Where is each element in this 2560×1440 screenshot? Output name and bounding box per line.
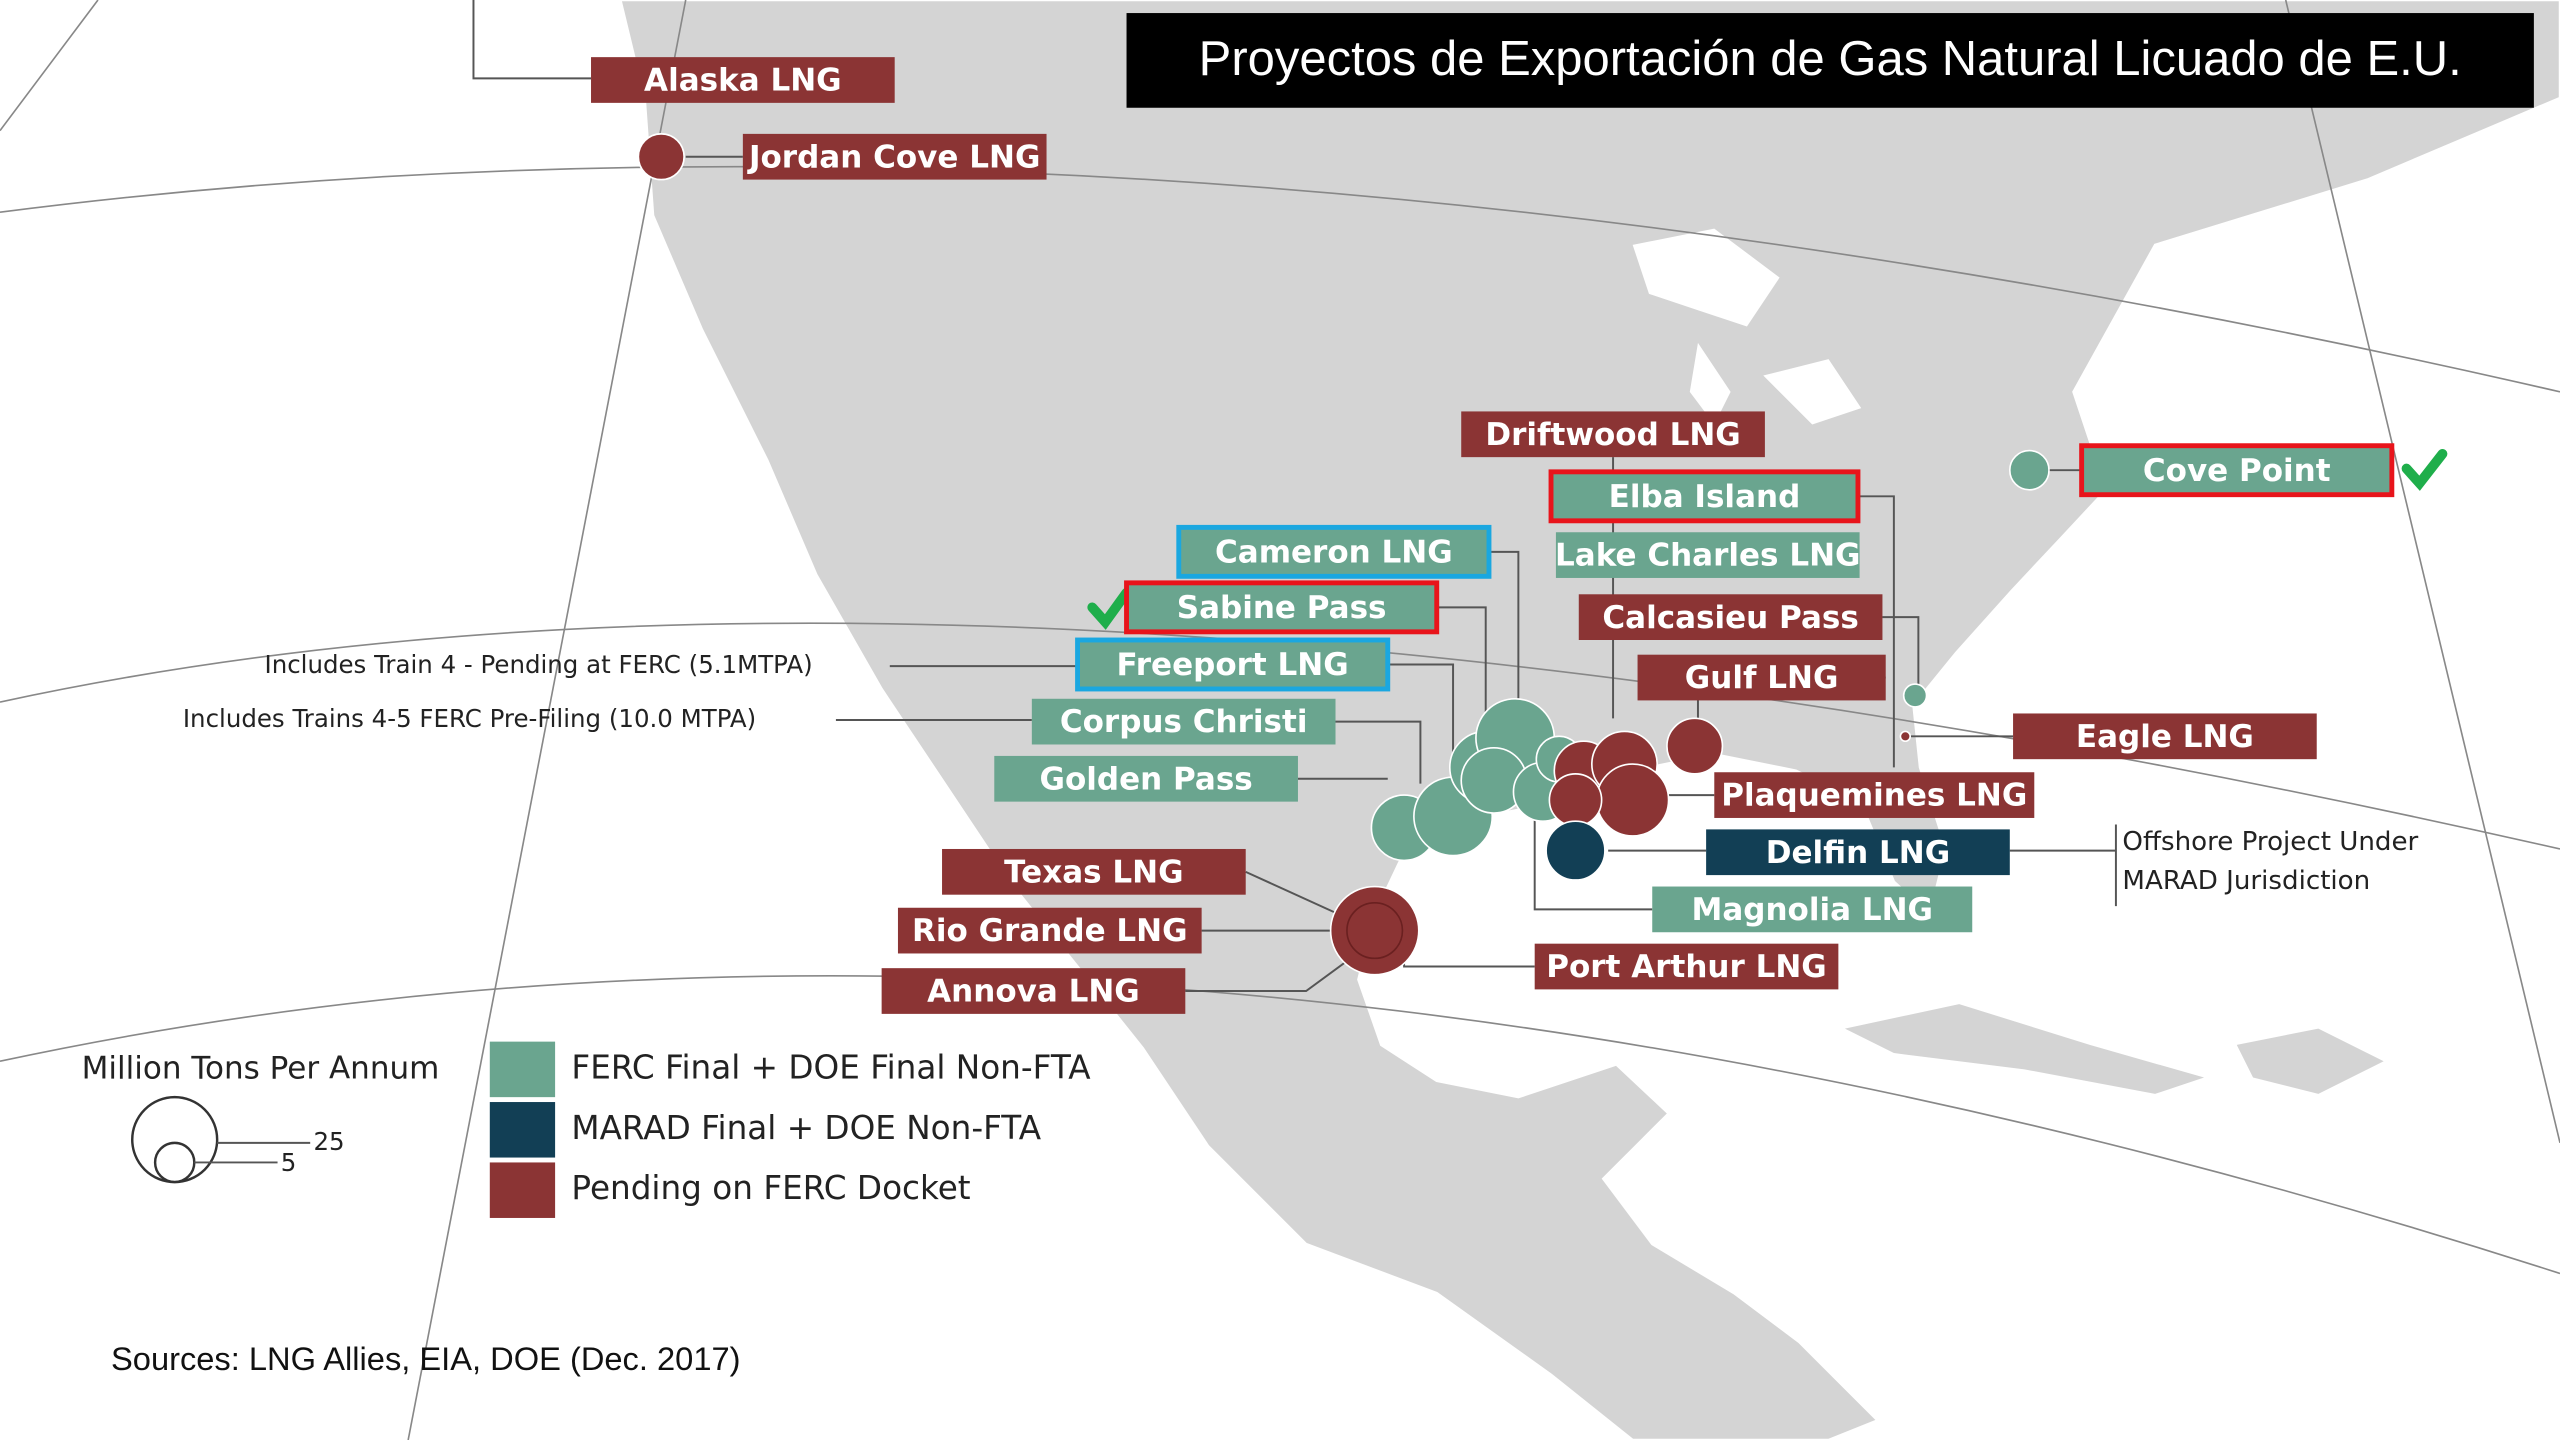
- bubble: [1595, 763, 1670, 837]
- legend-label: FERC Final + DOE Final Non-FTA: [571, 1048, 1091, 1086]
- title: Proyectos de Exportación de Gas Natural …: [1199, 32, 2462, 86]
- project-label: Plaquemines LNG: [1721, 778, 2027, 814]
- legend-swatch: [489, 1102, 556, 1158]
- checkmark: [1087, 587, 1132, 630]
- bubble: [1899, 730, 1912, 743]
- legend-items: FERC Final + DOE Final Non-FTA MARAD Fina…: [489, 1041, 1091, 1218]
- project-label: Eagle LNG: [2076, 719, 2254, 755]
- project-label: Gulf LNG: [1685, 660, 1839, 696]
- project-label: Corpus Christi: [1060, 704, 1308, 740]
- project-label: Freeport LNG: [1117, 647, 1349, 683]
- project-label: Cameron LNG: [1215, 534, 1453, 570]
- title-box: [1126, 13, 2534, 108]
- bubble: [1902, 683, 1928, 708]
- project-label: Elba Island: [1609, 479, 1801, 515]
- checkmarks: [1087, 448, 2448, 630]
- legend: Million Tons Per Annum 25 5 FERC Final +…: [82, 1041, 1091, 1218]
- project-box: [1124, 580, 1440, 635]
- project-box: [1534, 943, 1839, 990]
- project-label: Annova LNG: [927, 974, 1140, 1010]
- project-label: Calcasieu Pass: [1602, 600, 1858, 636]
- project-box: [1714, 772, 2035, 818]
- project-label: Lake Charles LNG: [1555, 538, 1861, 574]
- project-box: [1548, 469, 1861, 524]
- bubble: [1329, 885, 1420, 976]
- bubble: [1346, 902, 1404, 960]
- project-label: Rio Grande LNG: [912, 913, 1188, 949]
- project-box: [1461, 411, 1765, 458]
- project-box: [1706, 829, 2010, 876]
- project-label: Delfin LNG: [1766, 835, 1950, 871]
- project-box: [1637, 654, 1886, 701]
- project-box: [2013, 713, 2317, 760]
- bubble: [637, 133, 685, 181]
- project-label: Jordan Cove LNG: [747, 139, 1040, 175]
- project-label: Alaska LNG: [644, 63, 842, 99]
- project-box: [994, 755, 1298, 802]
- bubble: [2008, 449, 2050, 491]
- project-box: [1031, 698, 1336, 745]
- legend-label: MARAD Final + DOE Non-FTA: [571, 1109, 1041, 1147]
- project-label: Driftwood LNG: [1485, 417, 1740, 453]
- note: Includes Train 4 - Pending at FERC (5.1M…: [264, 650, 812, 679]
- project-label: Sabine Pass: [1177, 590, 1387, 626]
- project-box: [1176, 524, 1492, 579]
- project-labels: Alaska LNG Jordan Cove LNG Driftwood LNG El…: [591, 57, 2395, 1014]
- project-label: Magnolia LNG: [1691, 892, 1933, 928]
- project-box: [591, 57, 895, 103]
- bubble: [1545, 820, 1606, 881]
- source: Sources: LNG Allies, EIA, DOE (Dec. 2017…: [111, 1340, 740, 1377]
- legend-swatch: [489, 1041, 556, 1098]
- note: Offshore Project Under: [2122, 827, 2418, 857]
- bubble: [1548, 773, 1603, 827]
- project-box: [2079, 443, 2395, 498]
- project-box: [742, 133, 1047, 180]
- project-label: Port Arthur LNG: [1546, 949, 1827, 985]
- project-label: Texas LNG: [1004, 854, 1183, 890]
- project-box: [942, 848, 1246, 895]
- bubbles: [637, 133, 2050, 976]
- checkmark: [2401, 448, 2448, 491]
- note: MARAD Jurisdiction: [2122, 866, 2370, 896]
- project-box: [1578, 594, 1883, 640]
- legend-title: Million Tons Per Annum: [82, 1050, 440, 1086]
- project-box: [881, 968, 1186, 1014]
- project-label: Cove Point: [2143, 453, 2331, 489]
- legend-size-label: 5: [281, 1148, 297, 1177]
- project-box: [897, 907, 1202, 954]
- legend-swatch: [489, 1162, 556, 1218]
- project-box: [1075, 637, 1391, 692]
- great-lakes: [1632, 228, 1862, 425]
- project-box: [1652, 886, 1973, 933]
- bubble: [1666, 717, 1724, 775]
- note: Includes Trains 4-5 FERC Pre-Filing (10.…: [183, 704, 756, 733]
- cuba: [1844, 1004, 2384, 1094]
- legend-label: Pending on FERC Docket: [571, 1169, 970, 1207]
- legend-size-label: 25: [313, 1127, 344, 1156]
- project-label: Golden Pass: [1039, 761, 1252, 797]
- project-box: [1555, 532, 1860, 578]
